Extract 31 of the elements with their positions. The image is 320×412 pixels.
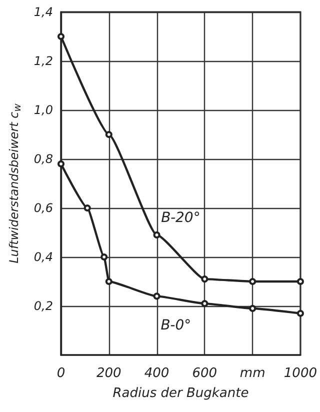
annotation: B-20° — [161, 210, 200, 226]
point — [100, 254, 108, 260]
point — [296, 310, 304, 317]
x-axis-title: Radius der Bugkante — [112, 386, 249, 401]
y-tick-label: 1,4 — [34, 5, 53, 19]
x-tick-label: 400 — [144, 366, 170, 381]
x-tick-label: 0 — [56, 366, 66, 381]
point — [249, 304, 256, 312]
y-tick-label: 1,0 — [34, 103, 54, 117]
point — [58, 33, 64, 40]
y-tick-label: 0,4 — [34, 250, 53, 264]
point — [249, 278, 256, 285]
y-tick-label: 0,2 — [34, 299, 53, 313]
x-tick-label: mm — [240, 366, 266, 381]
annotation: B-0° — [160, 318, 192, 334]
y-axis-title: Luftwiderstandsbeiwert cw — [7, 102, 24, 264]
point — [105, 278, 112, 285]
y-tick-label: 0,8 — [34, 152, 54, 166]
x-tick-label: 1000 — [284, 366, 318, 381]
point — [84, 204, 91, 212]
point — [105, 131, 112, 138]
y-tick-label: 0,6 — [34, 201, 54, 215]
point — [201, 300, 208, 308]
point — [296, 278, 304, 285]
point — [58, 160, 64, 168]
point — [153, 292, 160, 300]
point — [153, 231, 160, 238]
x-tick-label: 200 — [96, 366, 122, 381]
y-tick-label: 1,2 — [34, 54, 53, 68]
point — [201, 276, 208, 283]
x-tick-label: 600 — [192, 366, 218, 381]
